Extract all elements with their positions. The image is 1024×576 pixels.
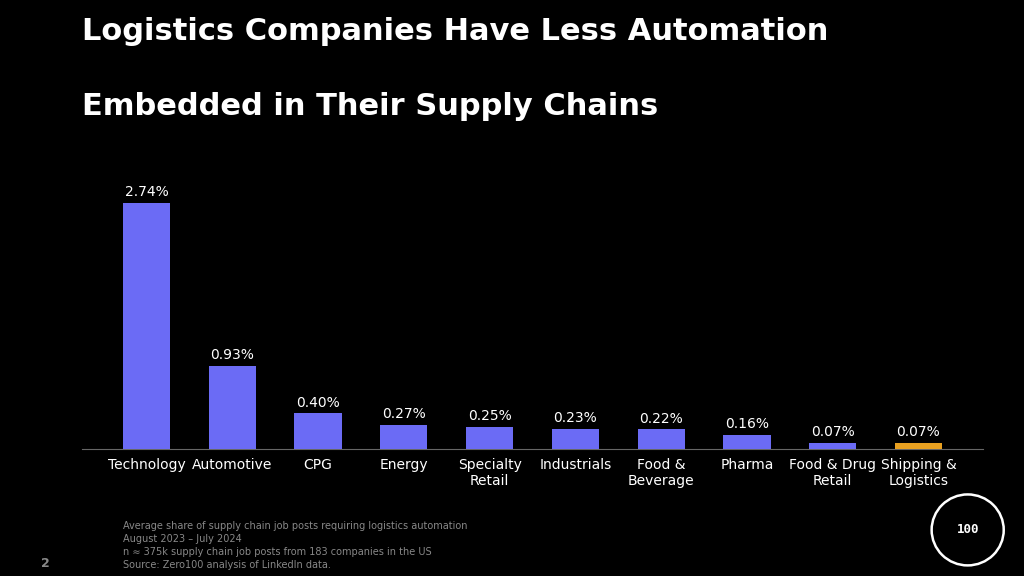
Bar [380,425,427,449]
Text: 0.07%: 0.07% [811,426,855,439]
Bar [552,429,599,449]
Bar [295,414,342,449]
Text: 0.93%: 0.93% [210,348,254,362]
Text: 0.22%: 0.22% [639,412,683,426]
Text: Average share of supply chain job posts requiring logistics automation
August 20: Average share of supply chain job posts … [123,521,467,570]
Bar [723,435,770,449]
Text: 0.07%: 0.07% [897,426,940,439]
Text: 0.25%: 0.25% [468,409,511,423]
Text: 0.40%: 0.40% [296,396,340,410]
Bar [895,443,942,449]
Text: 0.23%: 0.23% [554,411,597,425]
Text: 0.16%: 0.16% [725,417,769,431]
Text: 100: 100 [956,524,979,536]
Text: Embedded in Their Supply Chains: Embedded in Their Supply Chains [82,92,658,121]
Bar [209,366,256,449]
Text: 0.27%: 0.27% [382,407,426,422]
Bar [638,430,685,449]
Text: Logistics Companies Have Less Automation: Logistics Companies Have Less Automation [82,17,828,46]
Text: 2: 2 [41,557,50,570]
Bar [466,427,513,449]
Text: 2.74%: 2.74% [125,185,168,199]
Bar [123,203,170,449]
Bar [809,443,856,449]
